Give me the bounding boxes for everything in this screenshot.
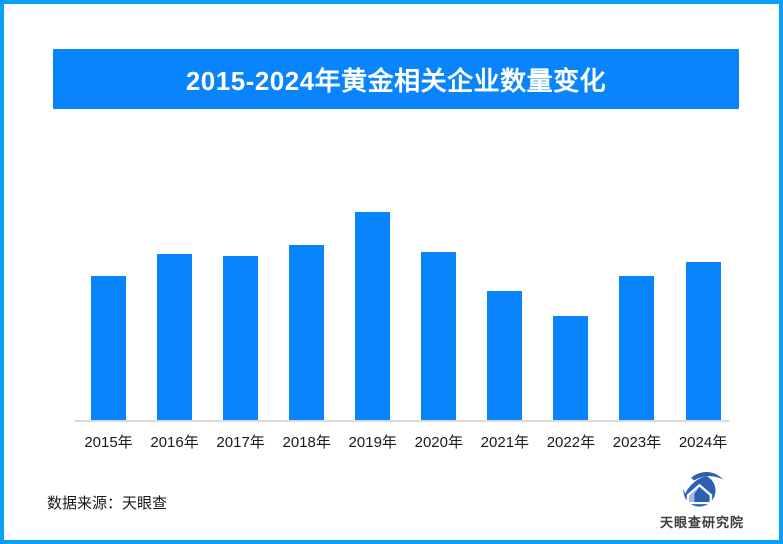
bar-2015年 <box>91 276 126 420</box>
bar-2016年 <box>157 254 193 420</box>
tianyancha-logo-icon <box>680 467 724 509</box>
chart-title-banner: 2015-2024年黄金相关企业数量变化 <box>53 49 739 109</box>
x-axis-tick-label: 2020年 <box>414 434 463 451</box>
brand-logo: 天眼查研究院 <box>660 467 745 531</box>
bar-2021年 <box>487 291 523 420</box>
x-axis-tick-label: 2016年 <box>150 434 199 451</box>
bar-2023年 <box>619 276 655 420</box>
bar-2019年 <box>355 212 391 420</box>
bar-chart-plot-area <box>75 194 729 420</box>
brand-name: 天眼查研究院 <box>660 515 745 530</box>
x-axis-tick-label: 2015年 <box>84 434 133 451</box>
data-source-label: 数据来源：天眼查 <box>47 495 168 512</box>
bar-2022年 <box>553 316 589 420</box>
x-axis-labels: 2015年 2016年 2017年 2018年 2019年 2020年 2021年 2022年… <box>75 431 729 451</box>
bar-2024年 <box>685 262 721 420</box>
chart-title: 2015-2024年黄金相关企业数量变化 <box>185 65 607 96</box>
x-axis-tick-label: 2018年 <box>282 434 331 451</box>
x-axis-tick-label: 2023年 <box>612 434 662 451</box>
x-axis-tick-label: 2017年 <box>216 434 265 451</box>
x-axis-tick-label: 2019年 <box>348 434 397 451</box>
bar-2020年 <box>421 252 457 420</box>
x-axis-line <box>75 420 729 422</box>
bar-2018年 <box>289 245 325 420</box>
x-axis-tick-label: 2024年 <box>678 434 728 451</box>
x-axis-tick-label: 2022年 <box>546 434 596 451</box>
x-axis-tick-label: 2021年 <box>480 434 530 451</box>
bar-2017年 <box>223 256 259 420</box>
